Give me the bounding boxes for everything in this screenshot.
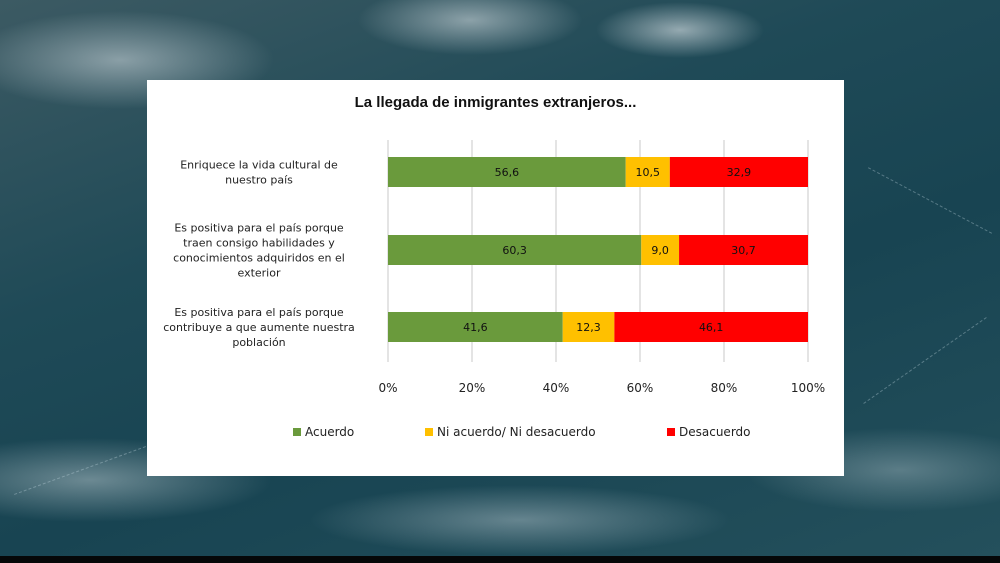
x-tick-label: 60% [627,381,654,395]
bar-segment [641,235,680,265]
category-label: Es positiva para el país porque [174,306,344,319]
bar-segment [614,312,808,342]
bar-segment [625,157,670,187]
x-tick-label: 100% [791,381,825,395]
stacked-bar-chart: 0% 20% 40% 60% 80% 100% Enriquece la vida cult… [163,140,825,439]
x-tick-label: 20% [459,381,486,395]
background-dashed-line [14,446,146,495]
bar-segment [562,312,615,342]
x-tick-label: 0% [378,381,397,395]
legend-swatch [425,428,433,436]
legend-label: Ni acuerdo/ Ni desacuerdo [437,425,596,439]
category-label: Es positiva para el país porque [174,222,344,235]
bar-segment [669,157,808,187]
data-label: 9,0 [651,244,669,257]
category-label: traen consigo habilidades y [183,237,335,250]
data-label: 12,3 [576,321,601,334]
category-label: contribuye a que aumente nuestra [163,321,355,334]
legend-label: Acuerdo [305,425,354,439]
legend-swatch [667,428,675,436]
data-label: 60,3 [502,244,527,257]
bar-segment [388,235,642,265]
category-label: Enriquece la vida cultural de [180,159,338,172]
legend-label: Desacuerdo [679,425,751,439]
background-dashed-line [867,167,993,234]
bottom-bar [0,556,1000,563]
data-label: 41,6 [463,321,488,334]
data-label: 30,7 [731,244,756,257]
legend-swatch [293,428,301,436]
chart-title: La llegada de inmigrantes extranjeros... [354,94,637,111]
category-label: nuestro país [225,174,293,187]
bar-segment [388,157,626,187]
x-tick-label: 40% [543,381,570,395]
bar-segment [679,235,808,265]
bar-segment [388,312,563,342]
data-label: 10,5 [636,166,661,179]
background-dashed-line [863,317,987,404]
chart-panel: La llegada de inmigrantes extranjeros...… [147,80,844,476]
category-label: conocimientos adquiridos en el [173,252,345,265]
data-label: 56,6 [495,166,520,179]
category-label: exterior [238,267,281,280]
x-tick-label: 80% [711,381,738,395]
data-label: 32,9 [727,166,752,179]
data-label: 46,1 [699,321,724,334]
category-label: población [232,336,285,349]
